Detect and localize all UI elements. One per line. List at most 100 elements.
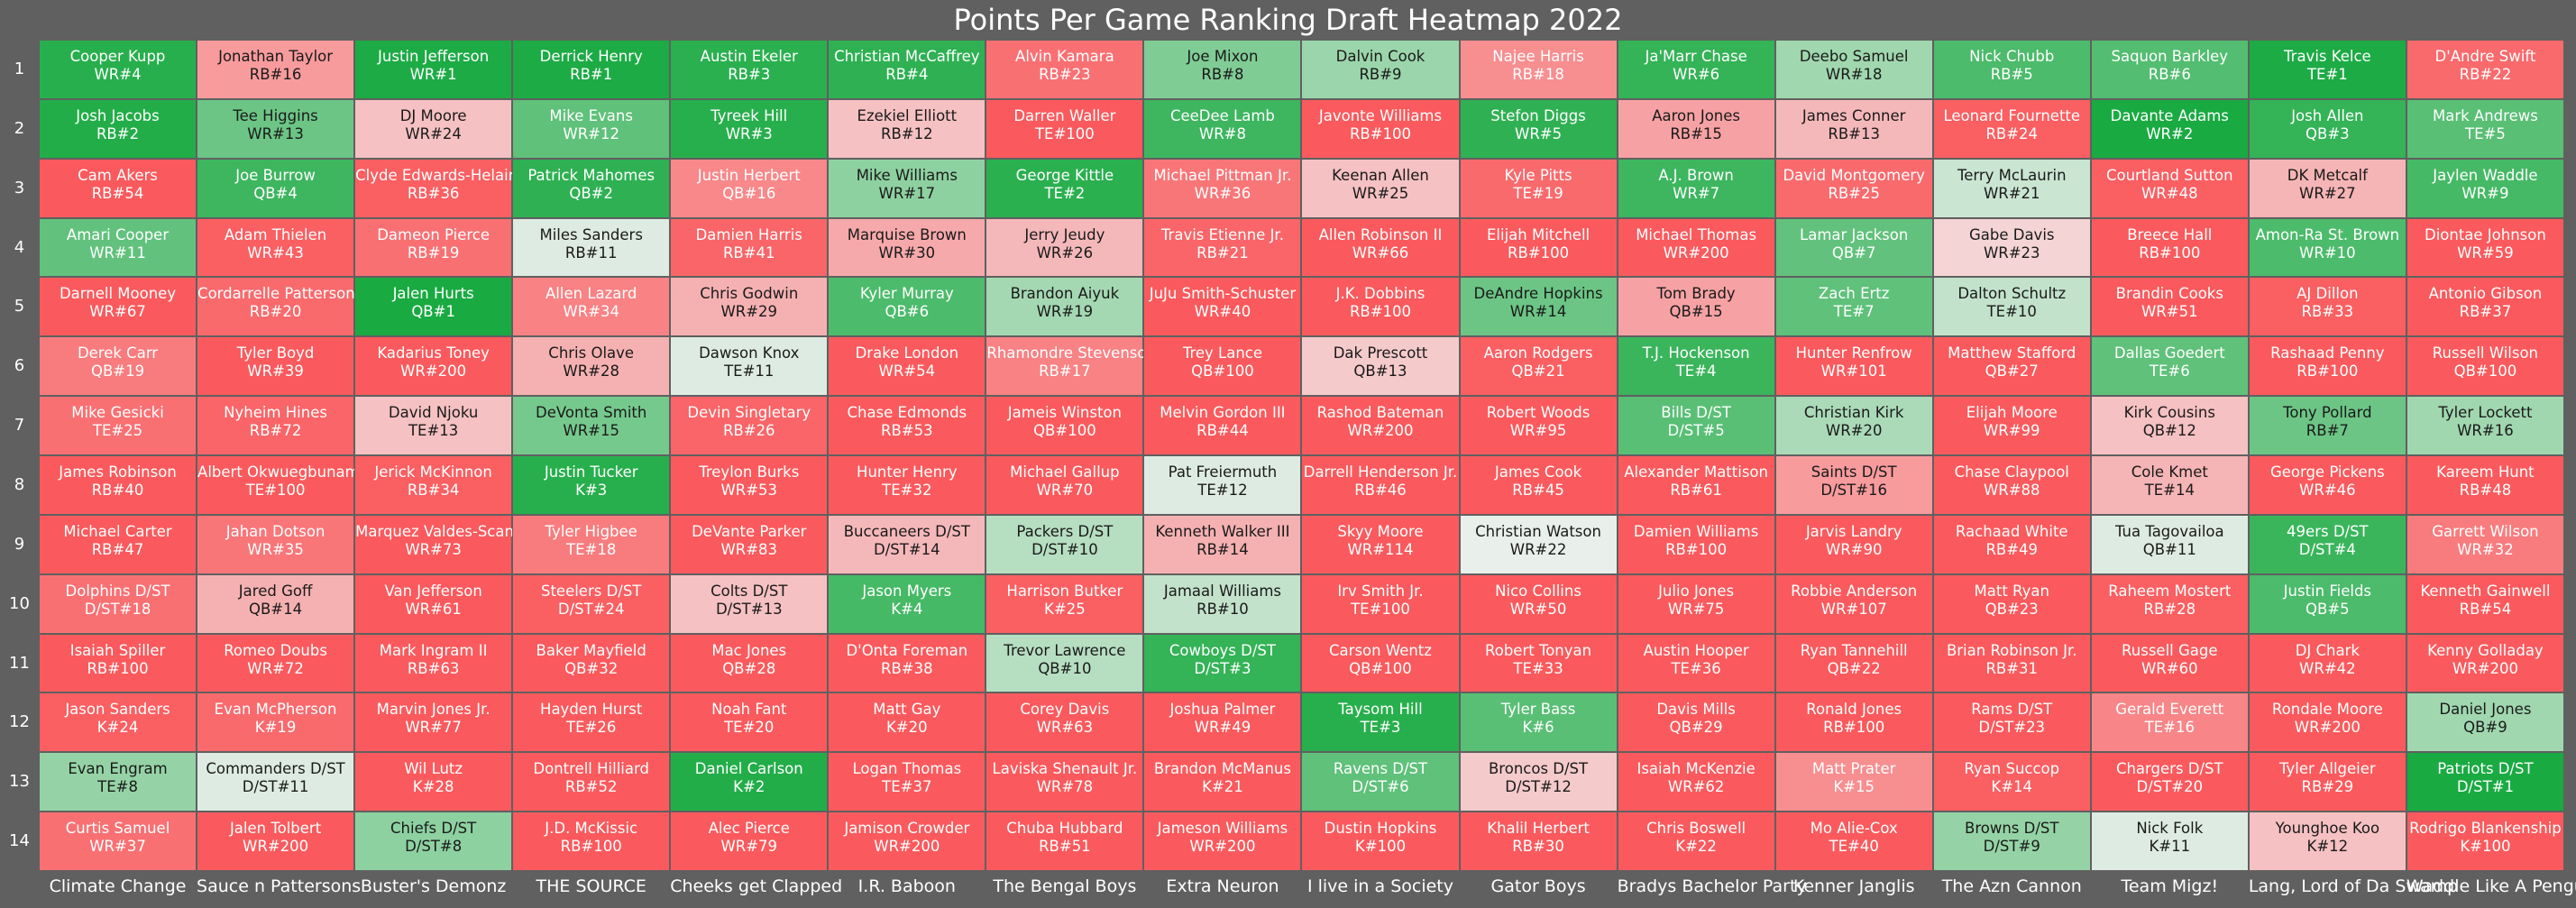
heatmap-cell: Van Jefferson WR#61 xyxy=(354,573,513,634)
player-name: Amari Cooper xyxy=(66,225,170,243)
column-label: Cheeks get Clapped xyxy=(670,876,843,896)
player-name: Jahan Dotson xyxy=(225,522,325,540)
heatmap-cell: Tyler Higbee TE#18 xyxy=(512,514,671,574)
position-rank: RB#100 xyxy=(1508,243,1570,261)
heatmap-cell: Najee Harris RB#18 xyxy=(1459,40,1618,99)
heatmap-cell: Saints D/ST D/ST#16 xyxy=(1774,455,1933,515)
row-label: 5 xyxy=(14,297,25,316)
heatmap-cell: Kadarius Toney WR#200 xyxy=(354,336,513,397)
row-label: 10 xyxy=(9,593,30,613)
position-rank: WR#79 xyxy=(720,838,778,856)
heatmap-cell: Brandon McManus K#21 xyxy=(1143,752,1302,812)
position-rank: TE#14 xyxy=(2144,482,2195,500)
position-rank: K#21 xyxy=(1202,778,1243,796)
heatmap-cell: Marquez Valdes-Scantling WR#73 xyxy=(354,514,547,574)
player-name: Austin Ekeler xyxy=(700,48,798,65)
position-rank: RB#100 xyxy=(1665,540,1728,558)
position-rank: RB#100 xyxy=(1823,719,1885,737)
heatmap-cell: Christian Watson WR#22 xyxy=(1459,514,1618,574)
position-rank: WR#200 xyxy=(1189,838,1256,856)
position-rank: RB#100 xyxy=(2296,362,2359,381)
heatmap-cell: Aaron Jones RB#15 xyxy=(1617,98,1775,159)
heatmap-cell: Justin Tucker K#3 xyxy=(512,455,671,515)
player-name: Tyler Allgeier xyxy=(2279,760,2376,778)
position-rank: QB#27 xyxy=(1985,362,2039,381)
heatmap-cell: Antonio Gibson RB#37 xyxy=(2406,277,2564,337)
player-name: Taysom Hill xyxy=(1338,701,1423,719)
player-name: Jerry Jeudy xyxy=(1024,225,1105,243)
player-name: George Pickens xyxy=(2269,463,2385,482)
player-name: Dak Prescott xyxy=(1333,344,1428,362)
position-rank: WR#14 xyxy=(1509,303,1567,321)
heatmap-cell: Dolphins D/ST D/ST#18 xyxy=(39,573,197,634)
heatmap-cell: George Kittle TE#2 xyxy=(985,158,1144,218)
player-name: Kenneth Walker III xyxy=(1155,522,1290,540)
player-name: J.D. McKissic xyxy=(545,820,638,838)
heatmap-cell: Baker Mayfield QB#32 xyxy=(512,633,671,693)
player-name: Noah Fant xyxy=(711,701,787,719)
position-rank: RB#31 xyxy=(1985,659,2039,677)
player-name: Logan Thomas xyxy=(852,760,962,778)
heatmap-cell: Chris Boswell K#22 xyxy=(1617,812,1775,872)
player-name: Davante Adams xyxy=(2110,106,2229,124)
heatmap-cell: Lamar Jackson QB#7 xyxy=(1774,217,1933,278)
position-rank: TE#32 xyxy=(882,482,932,500)
player-name: Michael Gallup xyxy=(1010,463,1120,482)
position-rank: WR#90 xyxy=(1825,540,1883,558)
heatmap-cell: Carson Wentz QB#100 xyxy=(1301,633,1460,693)
column-label: The Azn Cannon xyxy=(1941,876,2082,896)
player-name: James Cook xyxy=(1494,463,1582,482)
player-name: Isaiah Spiller xyxy=(69,641,166,659)
heatmap-cell: David Montgomery RB#25 xyxy=(1774,158,1933,218)
player-name: D'Onta Foreman xyxy=(846,641,968,659)
player-name: Jamaal Williams xyxy=(1163,582,1282,600)
heatmap-cell: Jason Sanders K#24 xyxy=(39,692,197,753)
heatmap-cell: Ezekiel Elliott RB#12 xyxy=(828,98,986,159)
heatmap-cell: Diontae Johnson WR#59 xyxy=(2406,217,2564,278)
heatmap-cell: Matt Ryan QB#23 xyxy=(1932,573,2091,634)
heatmap-cell: Nick Folk K#11 xyxy=(2090,812,2249,872)
position-rank: WR#20 xyxy=(1825,422,1883,440)
heatmap-cell: Brian Robinson Jr. RB#31 xyxy=(1932,633,2091,693)
position-rank: WR#3 xyxy=(725,124,773,142)
heatmap-cell: Romeo Doubs WR#72 xyxy=(197,633,355,693)
player-name: Broncos D/ST xyxy=(1488,760,1589,778)
player-name: Colts D/ST xyxy=(710,582,788,600)
position-rank: RB#47 xyxy=(91,540,144,558)
position-rank: TE#3 xyxy=(1360,719,1401,737)
heatmap-cell: Colts D/ST D/ST#13 xyxy=(670,573,829,634)
heatmap-cell: Broncos D/ST D/ST#12 xyxy=(1459,752,1618,812)
column-label: The Bengal Boys xyxy=(993,876,1137,896)
position-rank: WR#16 xyxy=(2457,422,2514,440)
player-name: Drake London xyxy=(855,344,959,362)
position-rank: TE#36 xyxy=(1671,659,1721,677)
heatmap-cell: Isaiah McKenzie WR#62 xyxy=(1617,752,1775,812)
player-name: Mac Jones xyxy=(711,641,787,659)
heatmap-cell: Hunter Renfrow WR#101 xyxy=(1774,336,1933,397)
player-name: Breece Hall xyxy=(2127,225,2213,243)
position-rank: TE#37 xyxy=(882,778,932,796)
position-rank: TE#12 xyxy=(1197,482,1248,500)
position-rank: WR#78 xyxy=(1036,778,1094,796)
player-name: Christian Watson xyxy=(1475,522,1601,540)
position-rank: RB#21 xyxy=(1196,243,1249,261)
position-rank: WR#88 xyxy=(1983,482,2040,500)
heatmap-cell: Javonte Williams RB#100 xyxy=(1301,98,1460,159)
position-rank: QB#14 xyxy=(249,600,303,618)
player-name: Gerald Everett xyxy=(2115,701,2224,719)
position-rank: RB#63 xyxy=(407,659,460,677)
player-name: Robert Tonyan xyxy=(1485,641,1592,659)
player-name: Brandon Aiyuk xyxy=(1010,285,1120,303)
position-rank: TE#2 xyxy=(1044,184,1086,202)
heatmap-cell: Chris Godwin WR#29 xyxy=(670,277,829,337)
player-name: Kenny Golladay xyxy=(2427,641,2544,659)
heatmap-cell: George Pickens WR#46 xyxy=(2248,455,2406,515)
position-rank: D/ST#20 xyxy=(2136,778,2204,796)
player-name: Alvin Kamara xyxy=(1015,48,1114,65)
player-name: Evan Engram xyxy=(68,760,168,778)
row-label: 1 xyxy=(14,60,25,78)
position-rank: RB#48 xyxy=(2459,482,2512,500)
player-name: Skyy Moore xyxy=(1337,522,1424,540)
heatmap-cell: Gerald Everett TE#16 xyxy=(2090,692,2249,753)
position-rank: WR#59 xyxy=(2457,243,2514,261)
